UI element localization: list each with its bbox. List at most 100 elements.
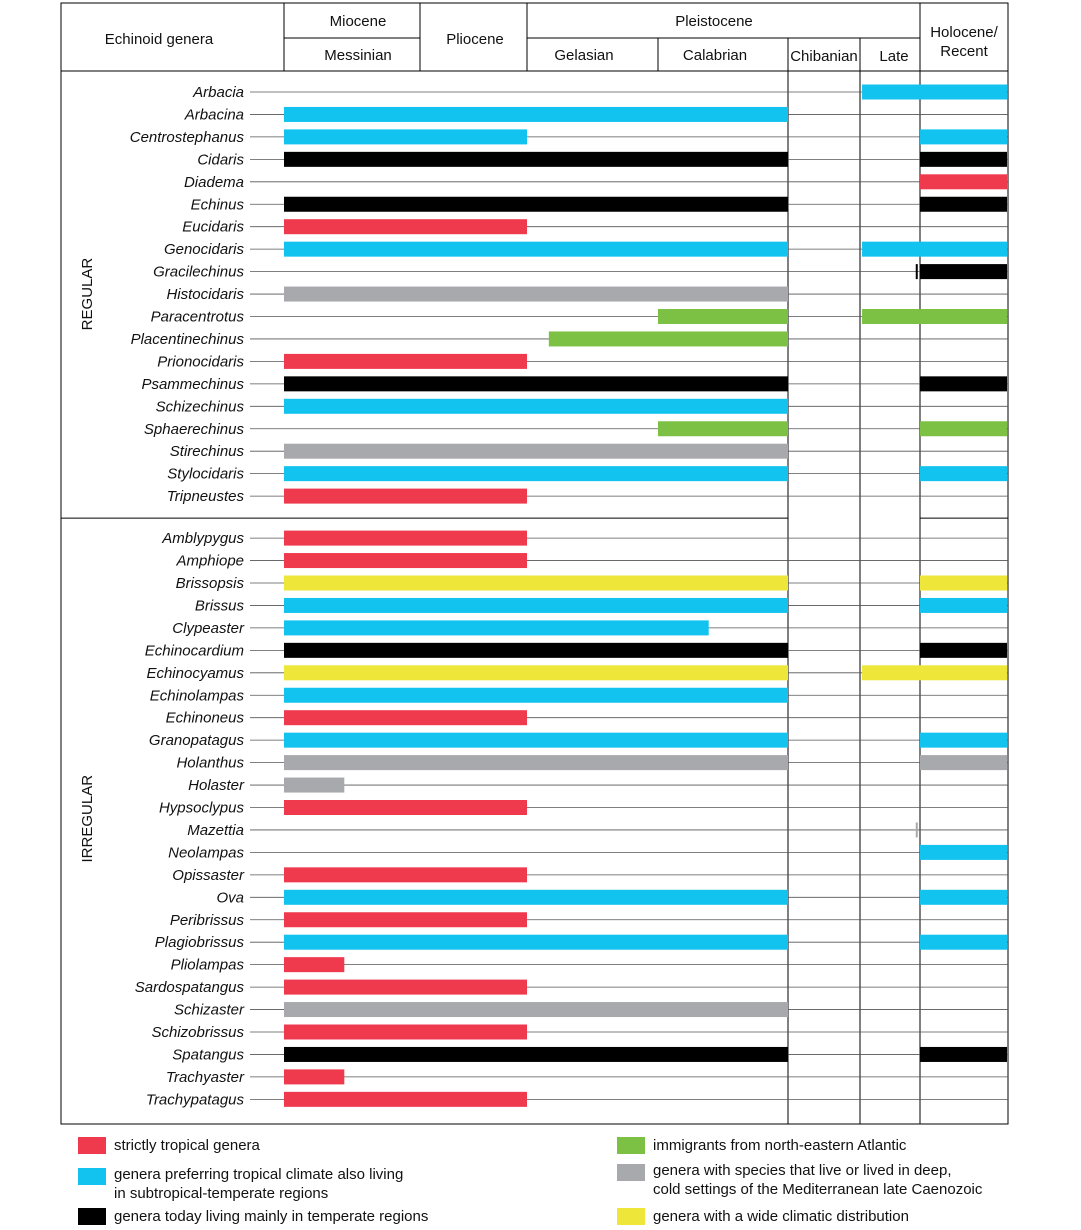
range-bar-tropical bbox=[284, 553, 527, 569]
range-bar-temperate bbox=[284, 1046, 788, 1062]
header-genera-label: Echinoid genera bbox=[105, 31, 214, 48]
range-bar-subtropical bbox=[862, 84, 1007, 100]
range-bar-temperate bbox=[920, 151, 1007, 167]
genus-name: Stirechinus bbox=[170, 443, 245, 460]
range-bar-subtropical bbox=[284, 129, 527, 145]
range-bar-subtropical bbox=[920, 732, 1007, 748]
genus-name: Clypeaster bbox=[172, 620, 245, 637]
range-bar-tropical bbox=[284, 219, 527, 235]
group-label-irregular: IRREGULAR bbox=[79, 775, 96, 863]
genus-name: Holaster bbox=[188, 777, 245, 794]
genus-name: Schizaster bbox=[174, 1002, 245, 1019]
range-bar-temperate bbox=[920, 196, 1007, 212]
range-bar-subtropical bbox=[920, 597, 1007, 613]
header-calabrian: Calabrian bbox=[683, 47, 747, 64]
header-chibanian: Chibanian bbox=[790, 48, 858, 65]
legend-swatch bbox=[78, 1137, 106, 1154]
range-bar-tropical bbox=[284, 488, 527, 504]
genus-name: Gracilechinus bbox=[153, 264, 244, 281]
genus-name: Brissus bbox=[195, 597, 245, 614]
range-bar-tropical bbox=[284, 800, 527, 815]
header-pleistocene: Pleistocene bbox=[675, 13, 753, 30]
header-miocene: Miocene bbox=[330, 13, 387, 30]
genus-name: Placentinechinus bbox=[131, 331, 245, 348]
range-bar-subtropical bbox=[284, 732, 788, 748]
genus-name: Diadema bbox=[184, 174, 244, 191]
legend-label: genera with species that live or lived i… bbox=[653, 1162, 983, 1198]
range-bar-tropical bbox=[284, 1091, 527, 1107]
range-bar-subtropical bbox=[284, 398, 788, 414]
genus-name: Arbacina bbox=[184, 106, 244, 123]
range-bar-subtropical bbox=[284, 106, 788, 122]
header-gelasian: Gelasian bbox=[554, 47, 613, 64]
range-bar-tropical bbox=[284, 710, 527, 726]
genus-name: Schizobrissus bbox=[151, 1024, 244, 1041]
genus-name: Paracentrotus bbox=[151, 309, 245, 326]
range-bar-wide bbox=[284, 575, 788, 591]
legend-label: immigrants from north-eastern Atlantic bbox=[653, 1137, 907, 1154]
range-bar-subtropical bbox=[284, 466, 788, 482]
legend-swatch bbox=[617, 1208, 645, 1225]
genus-name: Psammechinus bbox=[141, 376, 244, 393]
range-bar-atlantic bbox=[862, 309, 1007, 324]
range-bar-tropical bbox=[284, 979, 527, 995]
range-bar-subtropical bbox=[284, 889, 788, 905]
genus-name: Hypsoclypus bbox=[159, 800, 245, 817]
header-pliocene: Pliocene bbox=[446, 31, 504, 48]
range-bar-atlantic bbox=[548, 331, 788, 347]
legend-label: genera with a wide climatic distribution bbox=[653, 1208, 909, 1225]
range-bar-temperate bbox=[920, 642, 1007, 658]
genus-name: Tripneustes bbox=[167, 488, 245, 505]
legend-swatch bbox=[617, 1164, 645, 1181]
genus-name: Holanthus bbox=[176, 755, 244, 772]
genus-name: Mazettia bbox=[187, 822, 244, 839]
range-bar-temperate bbox=[920, 376, 1007, 392]
range-bar-atlantic bbox=[658, 309, 788, 324]
genus-name: Plagiobrissus bbox=[155, 934, 245, 951]
range-bar-tropical bbox=[284, 1024, 527, 1040]
genus-name: Prionocidaris bbox=[157, 353, 244, 370]
genus-name: Amphiope bbox=[175, 553, 244, 570]
range-bar-tropical bbox=[284, 530, 527, 546]
genus-name: Trachyaster bbox=[166, 1069, 245, 1086]
range-bar-atlantic bbox=[658, 421, 788, 437]
genus-name: Neolampas bbox=[168, 844, 244, 861]
header-late: Late bbox=[879, 48, 908, 65]
genus-name: Echinus bbox=[191, 196, 245, 213]
range-bar-wide bbox=[862, 665, 1007, 681]
genus-name: Granopatagus bbox=[149, 732, 245, 749]
legend-swatch bbox=[78, 1208, 106, 1225]
range-bar-subtropical bbox=[862, 241, 1007, 257]
range-bar-tropical bbox=[284, 1069, 345, 1085]
range-bar-subtropical bbox=[284, 597, 788, 613]
genus-name: Spatangus bbox=[172, 1046, 244, 1063]
legend-swatch bbox=[617, 1137, 645, 1154]
genus-name: Sardospatangus bbox=[135, 979, 245, 996]
range-bar-subtropical bbox=[920, 129, 1007, 145]
range-bar-deep bbox=[284, 755, 788, 771]
genus-name: Echinocardium bbox=[145, 642, 244, 659]
range-bar-subtropical bbox=[284, 934, 788, 950]
range-bar-subtropical bbox=[920, 466, 1007, 482]
genus-name: Stylocidaris bbox=[167, 466, 244, 483]
range-bar-deep bbox=[284, 443, 788, 459]
range-bar-temperate bbox=[920, 1046, 1007, 1062]
range-bar-temperate bbox=[284, 151, 788, 167]
range-bar-wide bbox=[284, 665, 788, 681]
header-messinian: Messinian bbox=[324, 47, 392, 64]
range-bar-temperate bbox=[284, 642, 788, 658]
genus-name: Echinocyamus bbox=[146, 665, 244, 682]
range-bar-subtropical bbox=[284, 620, 709, 636]
range-bar-deep bbox=[284, 286, 788, 302]
genus-name: Echinoneus bbox=[166, 710, 245, 727]
range-bar-tropical bbox=[920, 174, 1007, 190]
range-bar-subtropical bbox=[920, 934, 1007, 950]
group-label-regular: REGULAR bbox=[79, 258, 96, 331]
range-bar-subtropical bbox=[920, 889, 1007, 905]
header-holocene: Holocene/ bbox=[930, 24, 998, 41]
range-bar-wide bbox=[920, 575, 1007, 591]
range-bar-temperate bbox=[284, 376, 788, 392]
genus-name: Centrostephanus bbox=[130, 129, 245, 146]
range-bar-temperate bbox=[284, 196, 788, 212]
range-bar-subtropical bbox=[284, 241, 788, 257]
